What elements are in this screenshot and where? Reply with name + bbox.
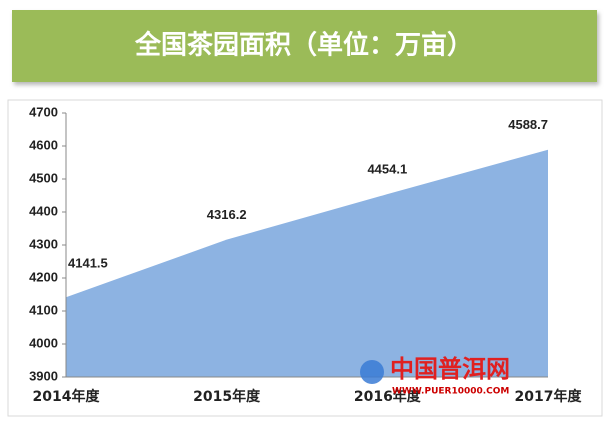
area bbox=[66, 149, 548, 377]
x-tick-label: 2017年度 bbox=[515, 388, 583, 405]
y-tick-label: 4700 bbox=[29, 104, 58, 119]
y-tick-label: 3900 bbox=[29, 368, 58, 383]
watermark: 中国普洱网 WWW.PUER10000.COM bbox=[360, 355, 510, 397]
y-tick-label: 4100 bbox=[29, 302, 58, 317]
watermark-url: WWW.PUER10000.COM bbox=[392, 387, 509, 397]
y-tick-label: 4500 bbox=[29, 170, 58, 185]
y-tick-label: 4300 bbox=[29, 236, 58, 251]
value-label: 4141.5 bbox=[68, 256, 108, 271]
x-tick-label: 2016年度 bbox=[354, 388, 422, 405]
value-label: 4316.2 bbox=[207, 207, 247, 222]
title-banner bbox=[12, 10, 597, 82]
value-label: 4588.7 bbox=[508, 117, 548, 132]
chart-title: 全国茶园面积（单位：万亩） bbox=[134, 30, 473, 61]
value-label: 4454.1 bbox=[367, 162, 407, 177]
x-tick-label: 2015年度 bbox=[193, 388, 261, 405]
y-tick-label: 4400 bbox=[29, 203, 58, 218]
y-tick-label: 4200 bbox=[29, 269, 58, 284]
y-tick-label: 4600 bbox=[29, 137, 58, 152]
y-tick-label: 4000 bbox=[29, 335, 58, 350]
watermark-globe bbox=[360, 360, 384, 384]
x-tick-label: 2014年度 bbox=[33, 388, 101, 405]
watermark-name: 中国普洱网 bbox=[390, 355, 510, 383]
